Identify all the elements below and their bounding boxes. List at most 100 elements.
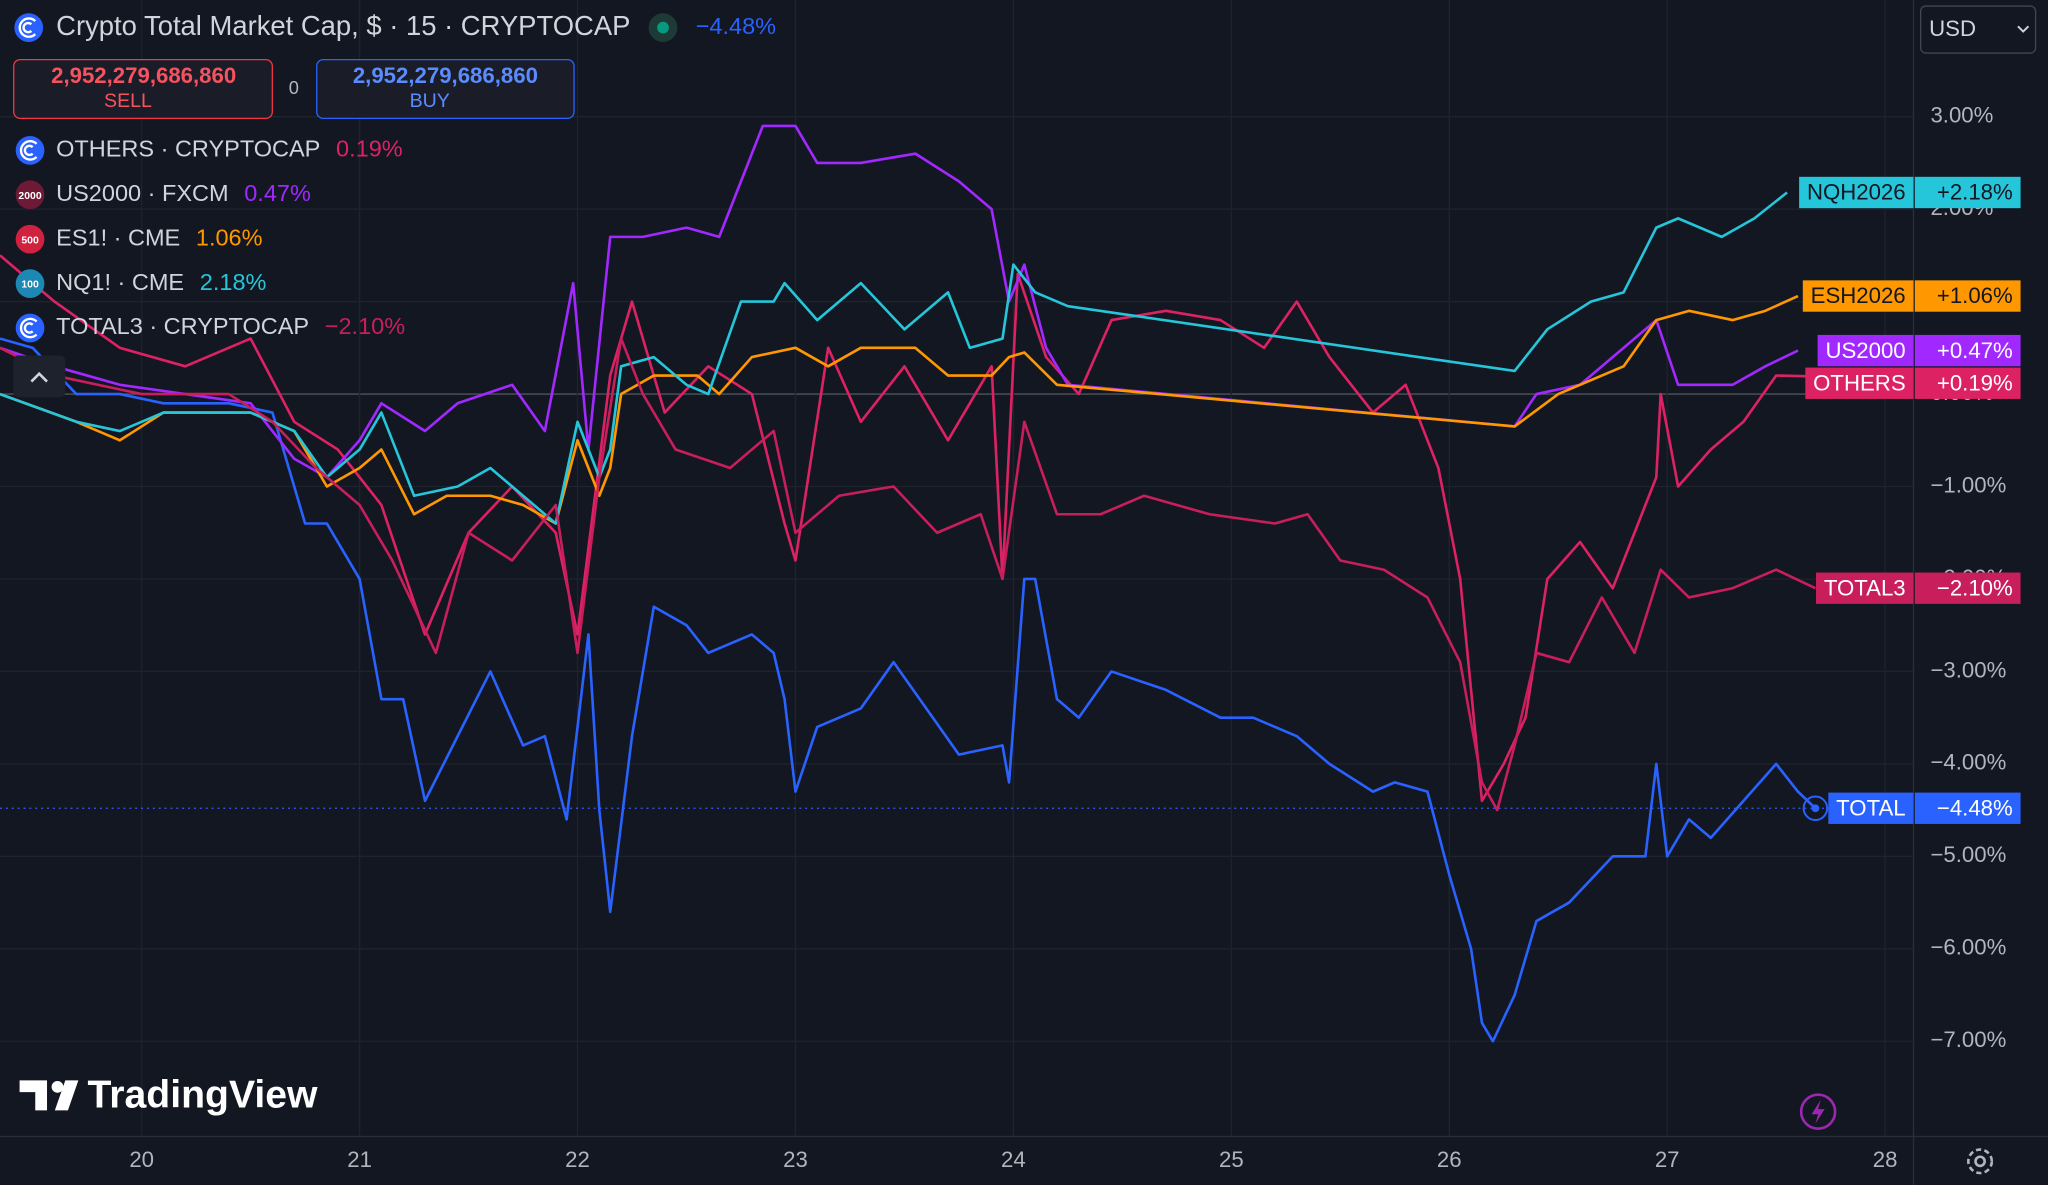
symbol-icon-glyph xyxy=(18,17,37,38)
buy-price: 2,952,279,686,860 xyxy=(353,63,538,88)
price-tags: NQH2026 +2.18% ESH2026 +1.06% US2000 +0.47% OT… xyxy=(1799,176,2021,824)
price-tag: OTHERS +0.19% xyxy=(1805,367,2021,399)
currency-chevron xyxy=(2017,25,2030,33)
x-tick-label: 27 xyxy=(1655,1147,1680,1172)
legend-icon-glyph xyxy=(19,317,38,339)
price-tag-name: ESH2026 xyxy=(1811,283,1906,308)
header: Crypto Total Market Cap, $ · 15 · CRYPTO… xyxy=(13,10,776,120)
legend: OTHERS · CRYPTOCAP 0.19% 2000 US2000 · FXCM… xyxy=(15,136,406,343)
price-tag: NQH2026 +2.18% xyxy=(1799,176,2021,209)
y-tick-label: −6.00% xyxy=(1930,935,2006,960)
x-tick-label: 23 xyxy=(783,1147,808,1172)
logo-dot xyxy=(51,1080,64,1093)
grid xyxy=(0,0,1914,1137)
price-tag-name-box xyxy=(1805,367,1914,399)
legend-value: 0.47% xyxy=(244,180,311,206)
settings-gear-center xyxy=(1974,1155,1986,1168)
legend-name: US2000 · FXCM xyxy=(56,180,228,206)
series-line xyxy=(0,254,1816,803)
currency-label: USD xyxy=(1929,16,1976,41)
price-tag: ESH2026 +1.06% xyxy=(1802,280,2021,312)
legend-item[interactable]: OTHERS · CRYPTOCAP 0.19% xyxy=(15,136,403,165)
legend-name: TOTAL3 · CRYPTOCAP xyxy=(56,313,309,339)
legend-value: 2.18% xyxy=(200,269,267,295)
legend-value: 0.19% xyxy=(336,136,403,162)
lightning-icon xyxy=(1811,1099,1825,1124)
series-line xyxy=(0,337,1817,1043)
legend-item[interactable]: TOTAL3 · CRYPTOCAP −2.10% xyxy=(15,313,406,343)
logo-text: TradingView xyxy=(88,1074,319,1117)
series-line xyxy=(0,191,1788,525)
y-tick-label: −1.00% xyxy=(1930,472,2006,497)
lightning-circle[interactable] xyxy=(1799,1093,1837,1130)
chart-title: Crypto Total Market Cap, $ · 15 · CRYPTO… xyxy=(56,10,630,41)
price-tag-value: −4.48% xyxy=(1937,795,2013,820)
x-tick-label: 26 xyxy=(1437,1147,1462,1172)
legend-icon-text: 500 xyxy=(21,235,39,246)
price-tag-value: +0.47% xyxy=(1937,338,2013,363)
price-tag-name: TOTAL3 xyxy=(1824,575,1906,600)
legend-icon xyxy=(15,180,45,210)
legend-collapse[interactable] xyxy=(13,355,66,398)
buy-label: BUY xyxy=(410,90,450,112)
x-tick-label: 21 xyxy=(347,1147,372,1172)
plot-lines xyxy=(0,124,1914,1043)
price-tag-name: TOTAL xyxy=(1836,795,1905,820)
price-tag-name-box xyxy=(1817,334,1914,367)
logo-mark xyxy=(19,1080,48,1111)
price-tag-value: +1.06% xyxy=(1937,283,2013,308)
logo-slash xyxy=(54,1080,79,1111)
price-tag-name: OTHERS xyxy=(1813,370,1905,395)
legend-name: ES1! · CME xyxy=(56,224,180,250)
collapse-chevron xyxy=(30,371,48,383)
y-tick-label: 3.00% xyxy=(1930,103,1993,128)
price-tag-value-box xyxy=(1914,367,2021,399)
series-line xyxy=(0,337,1816,812)
price-tag-value-box xyxy=(1914,176,2021,209)
legend-item[interactable]: 500 ES1! · CME 1.06% xyxy=(15,224,263,254)
price-tag: TOTAL3 −2.10% xyxy=(1815,572,2021,604)
sell-button[interactable] xyxy=(13,58,273,120)
x-tick-label: 28 xyxy=(1873,1147,1898,1172)
legend-icon-glyph xyxy=(19,140,38,161)
price-tag: US2000 +0.47% xyxy=(1817,334,2021,367)
legend-icon xyxy=(15,224,45,254)
buy-button[interactable] xyxy=(316,58,575,120)
price-tag-name: NQH2026 xyxy=(1807,180,1906,205)
legend-item[interactable]: 100 NQ1! · CME 2.18% xyxy=(15,269,267,298)
collapse-button[interactable] xyxy=(13,355,66,398)
last-price-marker xyxy=(1802,795,1829,822)
price-tag-value: −2.10% xyxy=(1937,575,2013,600)
last-price-dot xyxy=(1811,804,1820,813)
x-tick-label: 22 xyxy=(565,1147,590,1172)
y-tick-label: −3.00% xyxy=(1930,657,2006,682)
price-tag-value-box xyxy=(1914,280,2021,312)
price-tag-name-box xyxy=(1815,572,1914,604)
main-change: −4.48% xyxy=(696,13,776,39)
series-line xyxy=(0,124,1799,479)
legend-icon xyxy=(15,269,45,298)
spread: 0 xyxy=(289,77,299,98)
replay-button[interactable] xyxy=(1799,1093,1837,1130)
price-tag-value-box xyxy=(1914,792,2021,824)
price-tag-value-box xyxy=(1914,334,2021,367)
price-tag: TOTAL −4.48% xyxy=(1828,792,2021,824)
x-tick-label: 20 xyxy=(129,1147,154,1172)
x-tick-label: 24 xyxy=(1001,1147,1026,1172)
price-tag-name-box xyxy=(1802,280,1914,312)
price-tag-value-box xyxy=(1914,572,2021,604)
legend-name: NQ1! · CME xyxy=(56,269,184,295)
series-line xyxy=(0,294,1799,525)
legend-name: OTHERS · CRYPTOCAP xyxy=(56,136,320,162)
currency-box[interactable] xyxy=(1919,5,2037,54)
tradingview-logo: TradingView xyxy=(19,1074,319,1117)
sell-price: 2,952,279,686,860 xyxy=(51,63,236,88)
legend-icon-text: 100 xyxy=(21,280,39,291)
sell-label: SELL xyxy=(104,90,152,112)
market-status-dot xyxy=(657,21,669,34)
legend-value: −2.10% xyxy=(325,313,405,339)
legend-item[interactable]: 2000 US2000 · FXCM 0.47% xyxy=(15,180,311,210)
currency-selector[interactable]: USD xyxy=(1919,5,2037,54)
